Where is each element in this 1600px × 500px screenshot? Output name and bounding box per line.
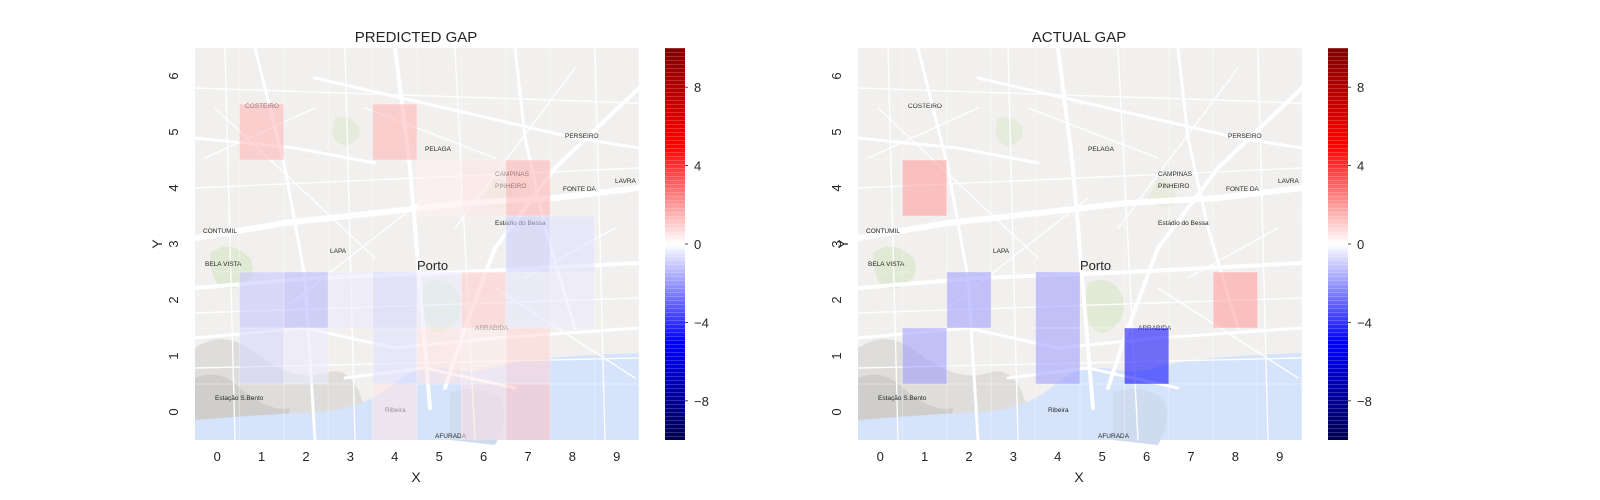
x-tick-label: 3 xyxy=(347,449,354,464)
heatmap-cell xyxy=(283,328,329,384)
x-tick-label: 8 xyxy=(569,449,576,464)
x-tick-label: 9 xyxy=(1276,449,1283,464)
y-axis-label: Y xyxy=(149,239,165,249)
colorbar-tick-label: 8 xyxy=(1357,80,1364,95)
x-tick-label: 4 xyxy=(1054,449,1061,464)
y-tick-label: 1 xyxy=(166,352,181,359)
heatmap-cell xyxy=(1213,272,1258,328)
colorbar-tick-label: 4 xyxy=(1357,159,1364,174)
colorbar-tick-label: −8 xyxy=(694,394,709,409)
heatmap-cell xyxy=(1035,328,1080,384)
colorbar-tick-label: 0 xyxy=(694,237,701,252)
heatmap-cell xyxy=(461,328,506,384)
heatmap-cell xyxy=(372,384,417,440)
heatmap-cells xyxy=(902,160,1258,384)
x-tick-label: 4 xyxy=(391,449,398,464)
heatmap-cell xyxy=(372,272,417,328)
y-tick-label: 0 xyxy=(829,408,844,415)
x-tick-label: 7 xyxy=(524,449,531,464)
heatmap-cell xyxy=(902,328,947,384)
heatmap-cell xyxy=(239,272,284,328)
heatmap-cell xyxy=(1035,272,1080,328)
x-tick-label: 0 xyxy=(877,449,884,464)
heatmap-cell xyxy=(505,328,551,384)
heatmap-cell xyxy=(505,272,551,328)
heatmap-cell xyxy=(461,272,506,328)
colorbar: 8 4 0 −4 −8 xyxy=(665,48,709,440)
x-tick-label: 6 xyxy=(1143,449,1150,464)
x-axis-ticks: 0 1 2 3 4 5 6 7 8 9 xyxy=(877,449,1284,464)
x-tick-label: 1 xyxy=(921,449,928,464)
chart-title: ACTUAL GAP xyxy=(1032,29,1126,46)
y-axis-label: Y xyxy=(835,239,851,249)
x-tick-label: 0 xyxy=(214,449,221,464)
heatmap-cell xyxy=(372,104,417,160)
x-axis-label: X xyxy=(411,469,421,485)
heatmap-cell xyxy=(505,384,551,440)
heatmap-cell xyxy=(946,272,992,328)
colorbar-ticks: 8 4 0 −4 −8 xyxy=(1348,80,1372,409)
heatmap-cell xyxy=(505,216,551,272)
y-tick-label: 3 xyxy=(166,240,181,247)
y-tick-label: 6 xyxy=(829,72,844,79)
y-axis-ticks: 0 1 2 3 4 5 6 xyxy=(829,72,844,415)
heatmap-cell xyxy=(239,104,284,160)
grid-lines xyxy=(858,47,1303,440)
heatmap-cell xyxy=(1124,328,1169,384)
heatmap-cell xyxy=(417,272,462,328)
colorbar: 8 4 0 −4 −8 xyxy=(1328,48,1372,440)
colorbar-tick-label: −4 xyxy=(1357,315,1372,330)
heatmap-cell xyxy=(239,328,284,384)
x-tick-label: 2 xyxy=(302,449,309,464)
heatmap-cell xyxy=(505,160,551,216)
x-tick-label: 5 xyxy=(1099,449,1106,464)
x-tick-label: 3 xyxy=(1010,449,1017,464)
chart-title: PREDICTED GAP xyxy=(355,29,478,46)
heatmap-cell xyxy=(372,328,417,384)
x-tick-label: 9 xyxy=(613,449,620,464)
y-axis-ticks: 0 1 2 3 4 5 6 xyxy=(166,72,181,415)
y-tick-label: 1 xyxy=(829,352,844,359)
colorbar-banding xyxy=(1328,48,1348,440)
x-tick-label: 6 xyxy=(480,449,487,464)
x-axis-label: X xyxy=(1074,469,1084,485)
x-tick-label: 5 xyxy=(436,449,443,464)
heatmap-cell xyxy=(550,272,595,328)
heatmap-cells xyxy=(239,104,595,440)
colorbar-tick-label: 0 xyxy=(1357,237,1364,252)
x-tick-label: 8 xyxy=(1232,449,1239,464)
heatmap-cell xyxy=(417,328,462,384)
x-tick-label: 1 xyxy=(258,449,265,464)
y-tick-label: 0 xyxy=(166,408,181,415)
x-axis-ticks: 0 1 2 3 4 5 6 7 8 9 xyxy=(214,449,621,464)
colorbar-tick-label: 4 xyxy=(694,159,701,174)
x-tick-label: 7 xyxy=(1187,449,1194,464)
colorbar-tick-label: −4 xyxy=(694,315,709,330)
heatmap-cell xyxy=(550,216,595,272)
heatmap-cell xyxy=(461,160,506,216)
heatmap-cell xyxy=(417,160,462,216)
heatmap-cell xyxy=(328,272,373,328)
y-tick-label: 2 xyxy=(166,296,181,303)
y-tick-label: 6 xyxy=(166,72,181,79)
y-tick-label: 5 xyxy=(166,128,181,135)
y-tick-label: 3 xyxy=(829,240,844,247)
grid-lines xyxy=(195,47,640,440)
colorbar-ticks: 8 4 0 −4 −8 xyxy=(685,80,709,409)
y-tick-label: 4 xyxy=(829,184,844,191)
x-tick-label: 2 xyxy=(965,449,972,464)
heatmap-cell xyxy=(283,272,329,328)
heatmap-cell xyxy=(902,160,947,216)
y-tick-label: 5 xyxy=(829,128,844,135)
y-tick-label: 4 xyxy=(166,184,181,191)
colorbar-tick-label: 8 xyxy=(694,80,701,95)
colorbar-banding xyxy=(665,48,685,440)
colorbar-tick-label: −8 xyxy=(1357,394,1372,409)
heatmap-cell xyxy=(461,384,506,440)
y-tick-label: 2 xyxy=(829,296,844,303)
actual-gap-panel: ACTUAL GAP 0 1 2 3 4 5 6 7 8 9 0 1 2 3 4 5 6 X Y 8 4 0 −4 −… xyxy=(829,29,1372,485)
